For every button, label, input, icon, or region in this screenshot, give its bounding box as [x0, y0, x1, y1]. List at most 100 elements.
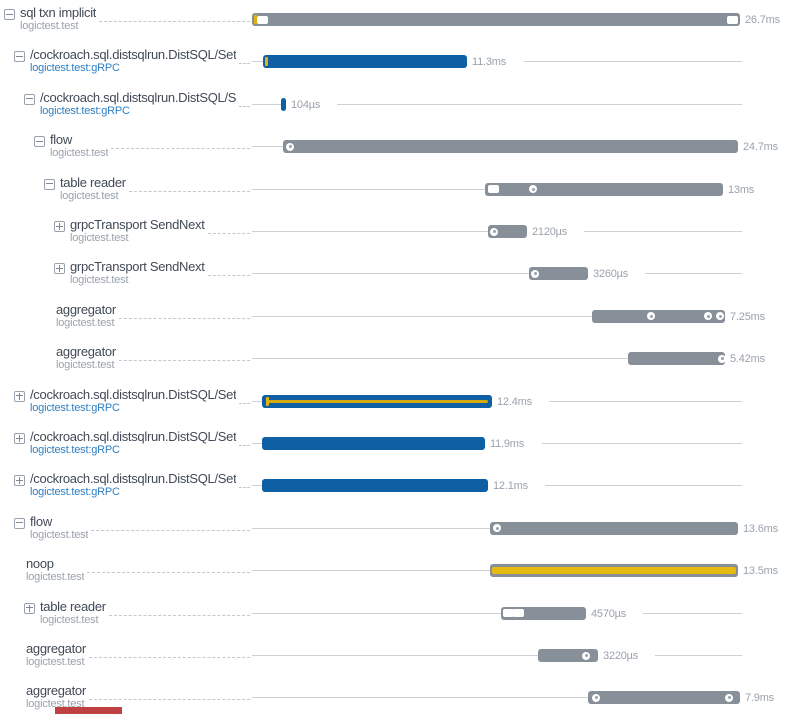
dashed-leader-line	[87, 557, 250, 574]
collapse-icon[interactable]	[4, 9, 15, 20]
dashed-leader-line	[108, 600, 250, 616]
span-bar[interactable]	[488, 225, 527, 238]
collapse-icon[interactable]	[14, 517, 25, 529]
span-bar[interactable]	[281, 97, 286, 111]
span-timeline: 4570µs	[252, 598, 742, 640]
expand-icon[interactable]	[14, 433, 25, 444]
collapse-icon[interactable]	[14, 51, 25, 63]
span-event-marker	[592, 693, 600, 702]
span-node-link[interactable]: logictest.test:gRPC	[40, 104, 130, 117]
span-duration: 26.7ms	[745, 14, 780, 26]
span-timeline: 3260µs	[252, 258, 742, 300]
span-duration: 11.3ms	[472, 56, 507, 69]
timeline-lead-line	[252, 400, 262, 402]
span-bar[interactable]	[263, 55, 467, 69]
span-duration: 5.42ms	[730, 353, 765, 366]
span-event-marker	[718, 354, 726, 363]
span-event-marker	[265, 57, 268, 67]
span-name: sql txn implicit	[20, 6, 97, 20]
span-duration: 7.25ms	[730, 310, 765, 323]
expand-icon[interactable]	[24, 602, 35, 614]
span-labels: flow logictest.test	[50, 133, 108, 160]
dashed-leader-line	[88, 684, 250, 701]
expand-icon[interactable]	[14, 390, 25, 402]
span-bar[interactable]	[529, 267, 588, 281]
span-node-label: logictest.test	[56, 359, 115, 372]
timeline-lead-line	[252, 146, 283, 148]
dashed-leader-line	[118, 303, 250, 319]
span-label-area: /cockroach.sql.distsqlrun.DistSQL/Set log…	[14, 472, 250, 499]
collapse-icon[interactable]	[44, 178, 55, 190]
span-duration: 3220µs	[603, 650, 639, 662]
span-event-marker	[727, 15, 738, 24]
span-labels: aggregator logictest.test	[56, 345, 116, 372]
trace-row: flow logictest.test 24.7ms	[0, 131, 786, 173]
span-node-link[interactable]: logictest.test:gRPC	[30, 486, 120, 499]
span-bar-yellow-stripe	[267, 399, 488, 403]
dashed-leader-line	[239, 48, 250, 65]
span-bar[interactable]	[501, 606, 586, 620]
timeline-lead-line	[252, 697, 588, 699]
span-node-label: logictest.test	[50, 147, 109, 160]
span-event-marker	[725, 693, 733, 702]
dashed-leader-line	[111, 133, 250, 150]
trace-row: /cockroach.sql.distsqlrun.DistSQL/Set log…	[0, 46, 786, 88]
span-labels: /cockroach.sql.distsqlrun.DistSQL/Set log…	[30, 430, 236, 457]
span-bar[interactable]	[538, 649, 598, 662]
expand-icon[interactable]	[14, 475, 25, 487]
timeline-lead-line	[252, 273, 529, 275]
span-event-marker	[266, 396, 269, 406]
trace-row: /cockroach.sql.distsqlrun.DistSQL/S logic…	[0, 89, 786, 131]
span-name: flow	[50, 133, 72, 148]
span-timeline: 3220µs	[252, 640, 742, 682]
trace-row: /cockroach.sql.distsqlrun.DistSQL/Set log…	[0, 470, 786, 512]
span-bar[interactable]	[252, 13, 740, 26]
span-event-marker	[254, 15, 257, 24]
span-duration: 104µs	[291, 98, 321, 111]
timeline-trail-line	[524, 61, 742, 63]
span-node-label: logictest.test	[56, 316, 115, 329]
timeline-lead-line	[252, 231, 488, 232]
span-name: aggregator	[56, 345, 116, 360]
trace-row: table reader logictest.test 13ms	[0, 174, 786, 216]
span-event-marker	[582, 651, 590, 660]
span-node-label: logictest.test	[70, 232, 129, 244]
span-bar[interactable]	[592, 309, 725, 323]
span-bar[interactable]	[588, 691, 740, 705]
collapse-icon[interactable]	[24, 93, 35, 105]
span-label-area: table reader logictest.test	[24, 600, 250, 627]
span-duration: 2120µs	[532, 226, 568, 238]
span-node-link[interactable]: logictest.test:gRPC	[30, 62, 120, 75]
span-bar[interactable]	[262, 394, 492, 408]
span-bar[interactable]	[262, 437, 485, 450]
span-bar[interactable]	[628, 352, 726, 366]
span-node-link[interactable]: logictest.test:gRPC	[30, 444, 120, 456]
span-label-area: table reader logictest.test	[44, 176, 250, 203]
dashed-leader-line	[207, 218, 250, 234]
span-event-marker	[531, 269, 539, 278]
span-timeline: 11.3ms	[252, 46, 742, 88]
span-bar[interactable]	[262, 479, 488, 493]
timeline-lead-line	[252, 188, 485, 190]
span-timeline: 5.42ms	[252, 343, 765, 385]
timeline-lead-line	[252, 315, 592, 317]
span-bar[interactable]	[283, 140, 738, 154]
timeline-lead-line	[252, 443, 262, 444]
expand-icon[interactable]	[54, 221, 65, 232]
span-bar[interactable]	[485, 182, 723, 196]
trace-row: /cockroach.sql.distsqlrun.DistSQL/Set log…	[0, 386, 786, 428]
span-bar[interactable]	[490, 521, 738, 535]
timeline-lead-line	[252, 61, 263, 63]
expand-icon[interactable]	[54, 263, 65, 275]
span-node-link[interactable]: logictest.test:gRPC	[30, 401, 120, 414]
span-event-marker	[493, 524, 501, 533]
span-bar[interactable]	[490, 564, 738, 578]
collapse-icon[interactable]	[34, 136, 45, 148]
span-label-area: /cockroach.sql.distsqlrun.DistSQL/Set log…	[14, 430, 250, 457]
span-event-marker	[488, 185, 499, 194]
span-name: aggregator	[26, 642, 86, 656]
span-labels: /cockroach.sql.distsqlrun.DistSQL/S logic…	[40, 91, 236, 118]
timeline-trail-line	[545, 485, 742, 487]
trace-row: aggregator logictest.test 7.25ms	[0, 301, 786, 343]
